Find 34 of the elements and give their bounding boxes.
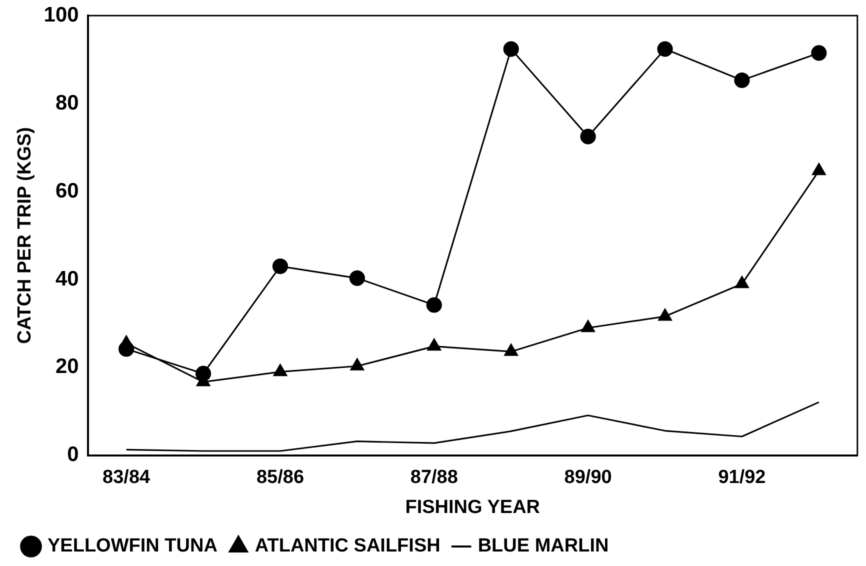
y-tick-label: 40 bbox=[55, 267, 79, 290]
y-tick-label: 100 bbox=[44, 3, 79, 26]
point bbox=[118, 341, 134, 357]
legend-label: ATLANTIC SAILFISH bbox=[254, 536, 440, 557]
point bbox=[735, 276, 749, 288]
point bbox=[812, 163, 826, 176]
y-tick-label: 60 bbox=[55, 179, 79, 202]
point bbox=[657, 41, 673, 57]
point bbox=[658, 308, 672, 321]
y-tick-label: 20 bbox=[55, 355, 79, 378]
x-tick-label: 85/86 bbox=[256, 467, 304, 488]
legend-label: BLUE MARLIN bbox=[478, 536, 609, 557]
point bbox=[734, 72, 750, 88]
x-tick-label: 91/92 bbox=[718, 467, 766, 488]
legend-label: YELLOWFIN TUNA bbox=[48, 536, 218, 557]
point bbox=[580, 128, 596, 144]
point bbox=[195, 366, 212, 382]
point bbox=[581, 320, 595, 332]
point bbox=[349, 270, 365, 286]
point bbox=[272, 258, 288, 274]
point bbox=[503, 41, 519, 57]
x-tick-label: 87/88 bbox=[410, 467, 458, 488]
point bbox=[426, 297, 442, 313]
point bbox=[273, 364, 288, 376]
y-tick-label: 80 bbox=[55, 91, 79, 114]
x-tick-label: 83/84 bbox=[102, 467, 151, 488]
y-tick-label: 0 bbox=[67, 443, 79, 466]
x-axis-title: FISHING YEAR bbox=[405, 496, 540, 518]
point bbox=[811, 45, 827, 61]
y-axis-title: CATCH PER TRIP (KGS) bbox=[14, 127, 36, 344]
point bbox=[504, 344, 518, 356]
x-tick-label: 89/90 bbox=[564, 467, 612, 488]
point bbox=[427, 338, 442, 351]
point bbox=[350, 358, 364, 370]
